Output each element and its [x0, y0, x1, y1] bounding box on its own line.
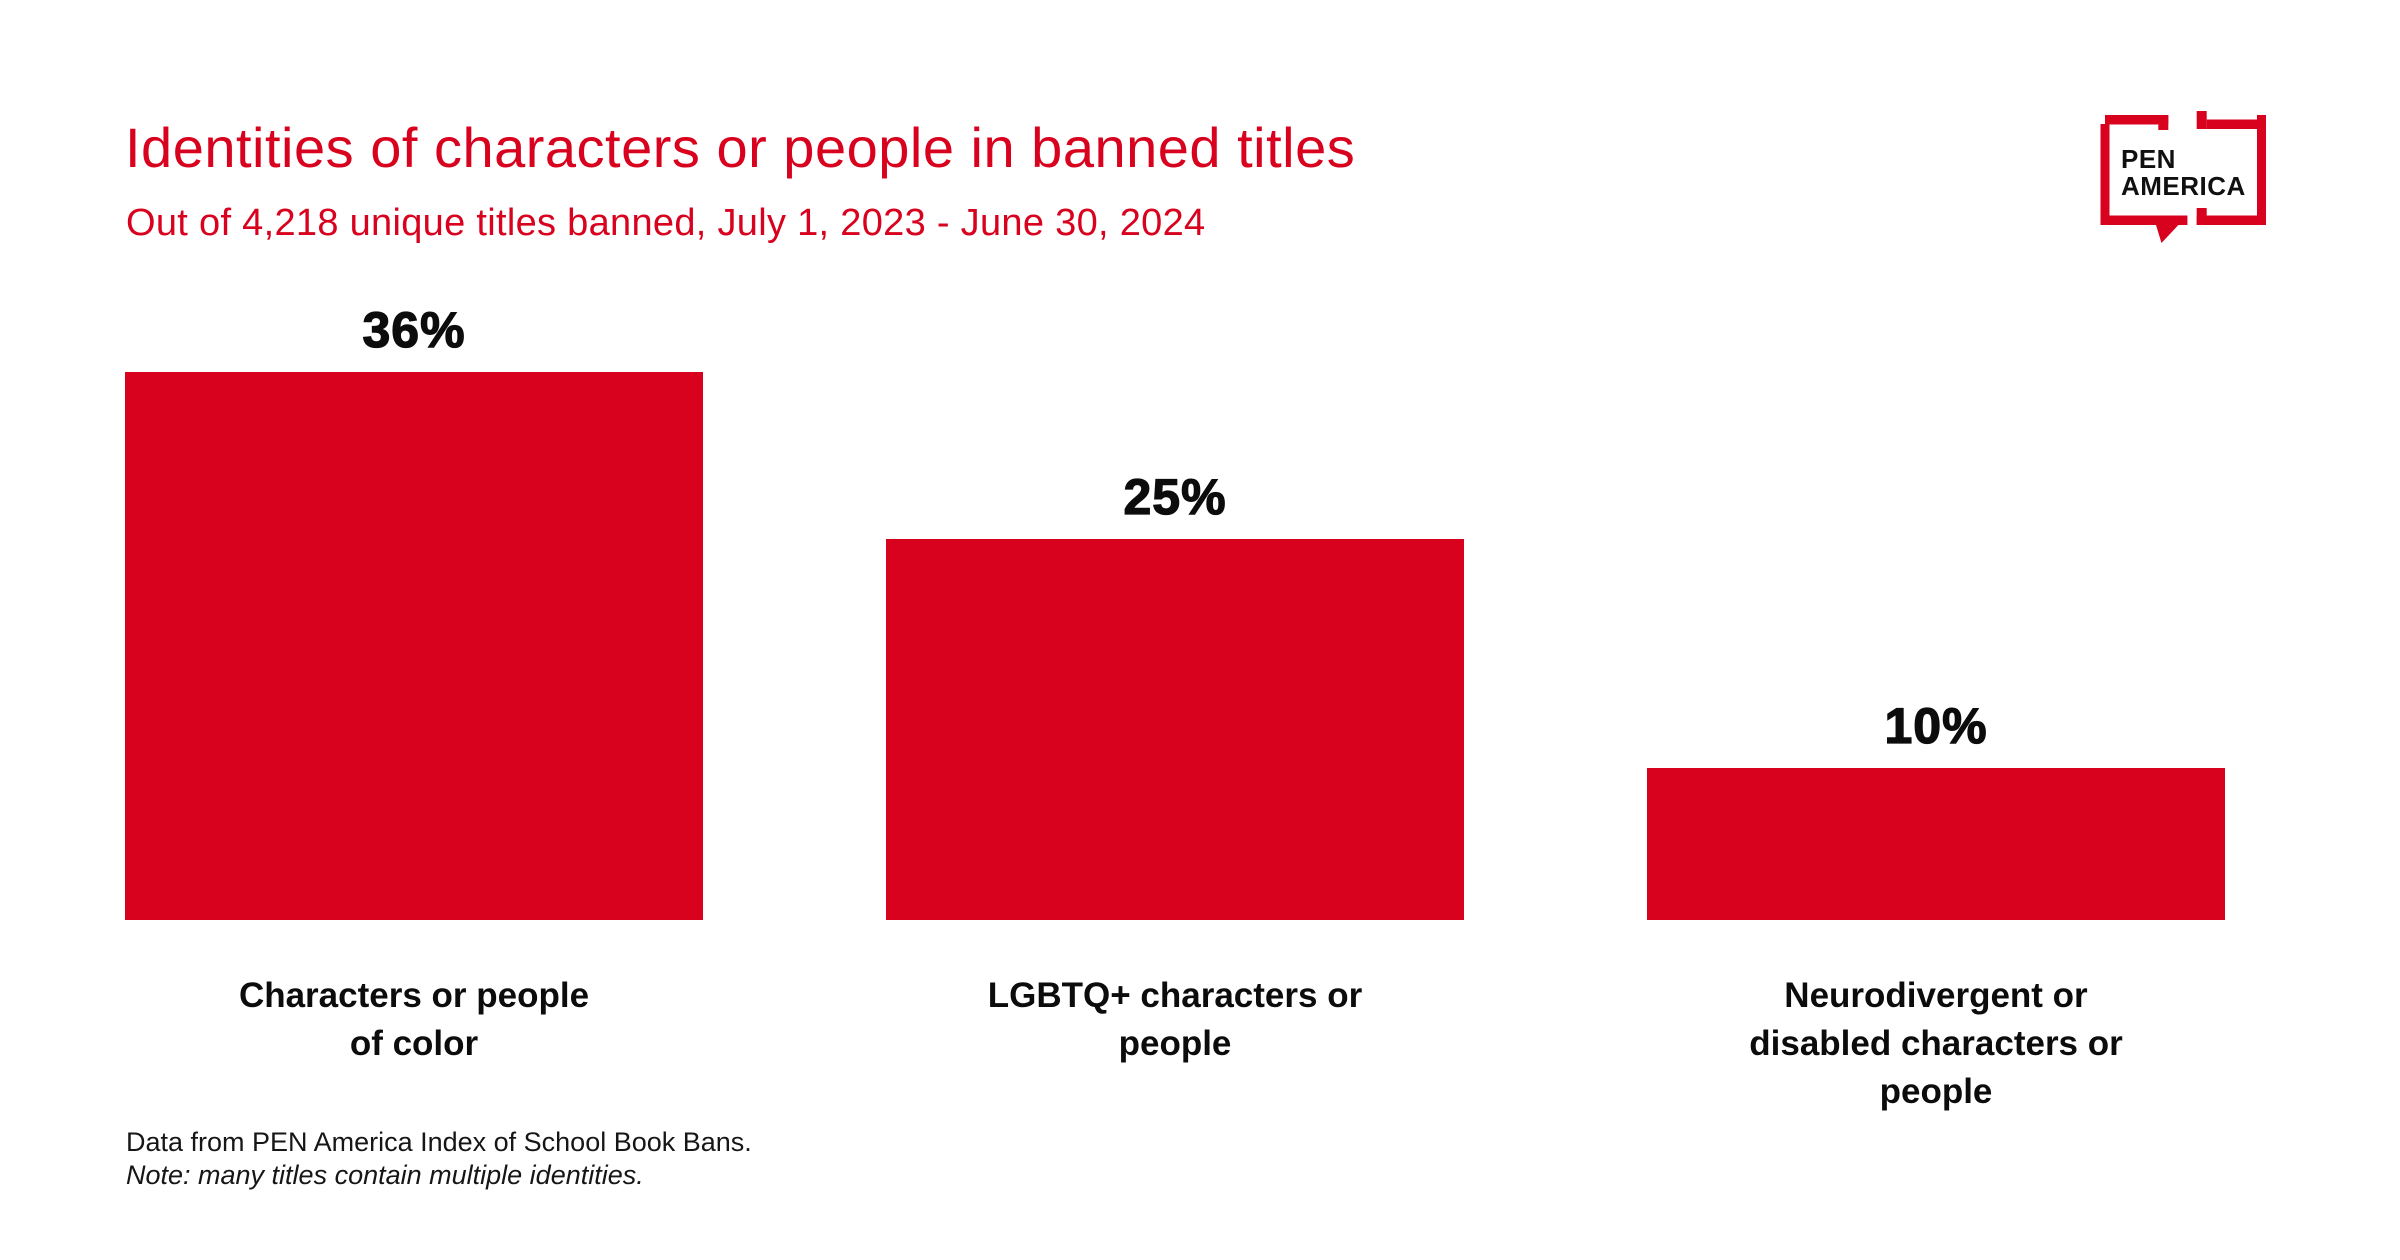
logo-text-america: AMERICA: [2121, 171, 2246, 201]
bar-value-label: 10%: [1884, 697, 1988, 754]
footnote-note: Note: many titles contain multiple ident…: [126, 1160, 644, 1190]
bar: [886, 539, 1464, 920]
bar-category-label-line: disabled characters or: [1749, 1024, 2123, 1063]
bar-category-label-line: LGBTQ+ characters or: [987, 976, 1363, 1015]
logo-text-pen: PEN: [2121, 144, 2176, 174]
footnote: Data from PEN America Index of School Bo…: [126, 1126, 752, 1192]
chart-title: Identities of characters or people in ba…: [125, 116, 1356, 179]
pen-america-logo: PEN AMERICA: [2090, 95, 2290, 250]
bar-category-label-line: people: [1879, 1072, 1993, 1111]
bar-category-label-line: people: [1118, 1024, 1232, 1063]
speech-bubble-book-icon: PEN AMERICA: [2100, 111, 2266, 243]
bar-category-label: LGBTQ+ characters or people: [866, 972, 1484, 1068]
bar-value-label: 25%: [1123, 468, 1227, 525]
bar: [1647, 768, 2225, 920]
bar-category-label-line: Characters or people: [238, 976, 590, 1015]
bar-value-label: 36%: [362, 301, 466, 358]
chart-subtitle: Out of 4,218 unique titles banned, July …: [126, 202, 1206, 244]
bar-category-label-line: of color: [349, 1024, 479, 1063]
bar: [125, 372, 703, 920]
footnote-source: Data from PEN America Index of School Bo…: [126, 1127, 752, 1157]
bar-category-label-line: Neurodivergent or: [1784, 976, 2088, 1015]
bar-category-label: Characters or people of color: [105, 972, 723, 1068]
bar-category-label: Neurodivergent or disabled characters or p…: [1627, 972, 2245, 1116]
